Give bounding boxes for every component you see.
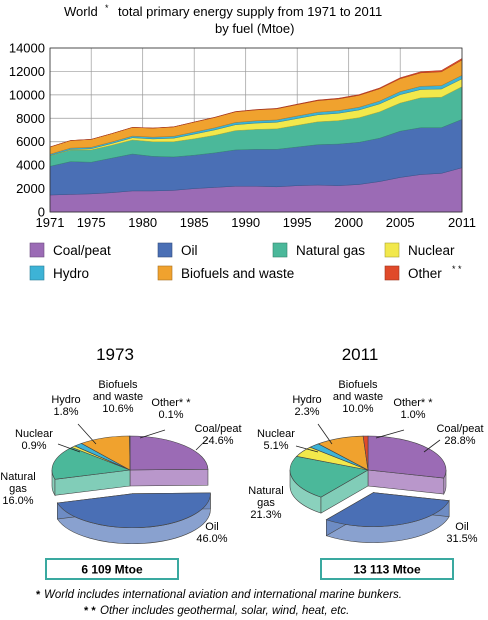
stacked-area-chart: 0 2000 4000 6000 8000 10000 12000 14000 1971 1975…	[9, 41, 476, 231]
y-tick-label: 0	[38, 205, 45, 220]
title-main: total primary energy supply from 1971 to…	[118, 4, 382, 19]
pie-label-value: 28.8%	[444, 435, 475, 447]
pie-slice-face	[129, 468, 209, 487]
legend-swatch	[384, 242, 400, 258]
legend-swatch	[157, 242, 173, 258]
legend-swatch	[29, 242, 45, 258]
y-tick-label: 10000	[9, 87, 45, 102]
pie-leader-line	[195, 437, 209, 451]
pie-total-box	[45, 558, 179, 580]
pie-label-name: Hydro	[292, 394, 321, 406]
pie-leader-line	[57, 443, 81, 453]
footnote-1-mark: *	[36, 589, 41, 601]
pie-label-name: gas	[257, 497, 275, 509]
pie-label-value: 46.0%	[196, 533, 227, 545]
pie-label-value: 5.1%	[263, 440, 288, 452]
pie-label-value: 1.0%	[400, 409, 425, 421]
pie-label-value: 1.8%	[53, 406, 78, 418]
y-tick-label: 14000	[9, 41, 45, 56]
x-tick-label: 2005	[386, 215, 415, 230]
legend-label: Other	[408, 266, 442, 281]
pie-leader-line	[139, 429, 166, 439]
legend: Coal/peat Oil Natural gas Nuclear Hydro Biofu…	[29, 242, 462, 281]
legend-label: Nuclear	[408, 243, 455, 258]
pie-label-name: Oil	[205, 521, 218, 533]
pie-label-value: 10.0%	[342, 403, 373, 415]
legend-label: Natural gas	[296, 243, 365, 258]
pie-label-name: Biofuels	[98, 379, 138, 391]
x-tick-label: 1971	[36, 215, 65, 230]
pie-title: 2011	[342, 345, 379, 364]
pie-label-value: 0.1%	[158, 409, 183, 421]
pie-label-value: 10.6%	[102, 403, 133, 415]
pie-label-value: 0.9%	[21, 440, 46, 452]
legend-label-suffix: * *	[452, 264, 462, 274]
pie-slice-other	[362, 435, 369, 471]
footnote-2-mark: * *	[84, 605, 96, 617]
plot-frame	[49, 47, 463, 213]
pie-slice-oil	[325, 492, 450, 527]
legend-swatch	[29, 265, 45, 281]
pie-label-name: and waste	[333, 391, 383, 403]
title-world: World	[64, 4, 98, 19]
x-tick-label: 1995	[283, 215, 312, 230]
pie-label-name: gas	[9, 483, 27, 495]
x-tick-label: 1985	[180, 215, 209, 230]
pie-label-name: Other* *	[151, 397, 191, 409]
pie-label-name: Nuclear	[15, 428, 53, 440]
x-tick-label: 2011	[448, 215, 476, 230]
pie-label-name: Nuclear	[257, 428, 295, 440]
pie-leader-line	[375, 429, 405, 439]
y-tick-label: 4000	[16, 158, 45, 173]
title-star: *	[105, 3, 109, 13]
legend-swatch	[157, 265, 173, 281]
pie-label-value: 16.0%	[2, 495, 33, 507]
legend-swatch	[384, 265, 400, 281]
pie-leader-line	[423, 439, 441, 453]
pie-label-name: Oil	[455, 521, 468, 533]
title-subline: by fuel (Mtoe)	[215, 21, 294, 36]
footnote-1-text: World includes international aviation an…	[44, 589, 402, 601]
footnotes: * World includes international aviation …	[36, 589, 402, 617]
x-tick-label: 1975	[77, 215, 106, 230]
pie-slice-oil	[56, 492, 211, 529]
pie-label-name: Biofuels	[338, 379, 378, 391]
pie-title: 1973	[96, 345, 134, 364]
pie-total-label: 6 109 Mtoe	[81, 563, 143, 577]
legend-label: Oil	[181, 243, 198, 258]
footnote-2-text: Other includes geothermal, solar, wind, …	[100, 605, 349, 617]
pie-label-name: Natural	[0, 471, 35, 483]
pie-label-name: Other* *	[393, 397, 433, 409]
pie-label-value: 31.5%	[446, 533, 477, 545]
pie-leader-line	[295, 445, 319, 453]
pie-label-name: and waste	[93, 391, 143, 403]
y-tick-label: 8000	[16, 111, 45, 126]
pie-label-value: 2.3%	[294, 406, 319, 418]
x-tick-label: 1980	[128, 215, 157, 230]
legend-label: Hydro	[53, 266, 89, 281]
pie-total-box	[320, 558, 454, 580]
pie-label-value: 24.6%	[202, 435, 233, 447]
legend-label: Coal/peat	[53, 243, 111, 258]
x-tick-label: 2000	[334, 215, 363, 230]
pie-leader-line	[317, 423, 333, 445]
pie-label-name: Natural	[248, 485, 283, 497]
chart-title: World * total primary energy supply from…	[64, 3, 382, 36]
pie-label-name: Coal/peat	[436, 423, 483, 435]
legend-swatch	[272, 242, 288, 258]
pie-label-value: 21.3%	[250, 509, 281, 521]
pie-total-label: 13 113 Mtoe	[353, 563, 421, 577]
pie-slice-coal-peat	[129, 435, 209, 471]
pie-label-name: Hydro	[51, 394, 80, 406]
pie-leader-line	[77, 423, 97, 445]
y-tick-label: 12000	[9, 64, 45, 79]
x-tick-label: 1990	[231, 215, 260, 230]
y-tick-label: 2000	[16, 181, 45, 196]
pie-label-name: Coal/peat	[194, 423, 241, 435]
y-tick-label: 6000	[16, 134, 45, 149]
legend-label: Biofuels and waste	[181, 266, 294, 281]
